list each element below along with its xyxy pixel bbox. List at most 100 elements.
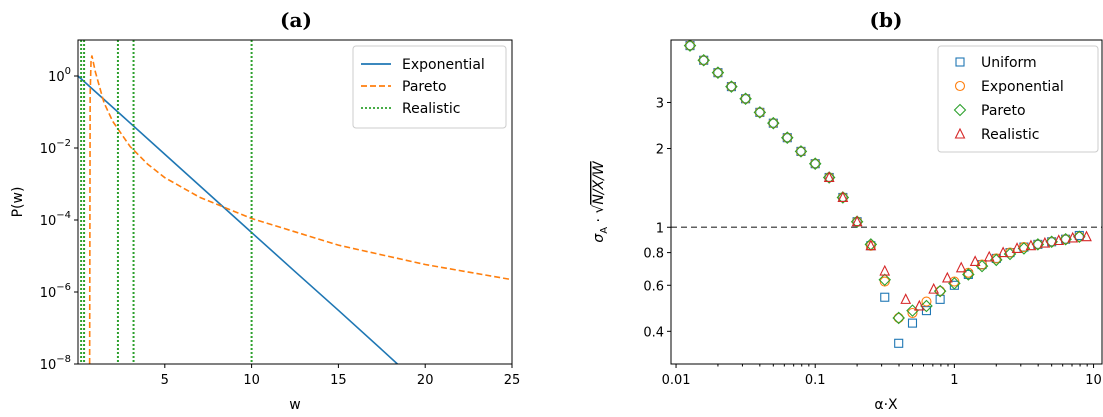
pareto-point xyxy=(739,92,752,106)
realistic-point xyxy=(1011,242,1023,253)
realistic-point xyxy=(851,215,863,227)
panel-a-title: (a) xyxy=(280,8,312,32)
panel-a-y-tick-label: 10−8 xyxy=(40,354,71,373)
panel-b-y-tick-label: 0.4 xyxy=(643,325,664,340)
pareto-point xyxy=(1045,235,1058,249)
exponential-point xyxy=(698,55,709,66)
uniform-point xyxy=(894,338,904,348)
panel-a-x-tick-label: 25 xyxy=(504,373,521,388)
realistic-point xyxy=(823,171,835,183)
legend-label-exponential: Exponential xyxy=(402,57,485,73)
legend-marker-uniform xyxy=(955,57,965,67)
pareto-point xyxy=(794,145,808,158)
legend-label-realistic: Realistic xyxy=(981,127,1039,143)
panel-a-x-tick-label: 15 xyxy=(330,373,347,388)
realistic-point xyxy=(1039,236,1051,248)
exponential-point xyxy=(879,276,890,287)
panel-b-plot-area xyxy=(671,40,1102,348)
pareto-point xyxy=(781,131,794,144)
panel-b-x-tick-label: 10 xyxy=(1085,373,1102,388)
panel-a-y-tick-label: 10−2 xyxy=(40,138,71,157)
realistic-point xyxy=(969,255,981,267)
panel-b-legend-box xyxy=(937,45,1099,153)
panel-b-series xyxy=(671,40,1102,348)
realistic-point xyxy=(928,282,940,294)
exponential-point xyxy=(795,146,807,157)
pareto-point xyxy=(920,299,933,313)
pareto-point xyxy=(822,171,836,184)
realistic-point xyxy=(1067,231,1079,243)
realistic-point xyxy=(983,250,995,262)
pareto-point xyxy=(975,259,989,273)
legend-label-realistic: Realistic xyxy=(402,101,460,117)
realistic-point xyxy=(900,293,912,304)
pareto-point xyxy=(697,53,710,67)
pareto-point xyxy=(850,215,864,228)
pareto-point xyxy=(892,311,905,325)
panel-b-title: (b) xyxy=(870,8,903,32)
legend-label-pareto: Pareto xyxy=(981,103,1026,119)
pareto-point xyxy=(725,80,738,93)
panel-a-x-axis-label: w xyxy=(289,397,300,413)
legend-marker-pareto xyxy=(953,103,967,117)
panel-a-y-tick-label: 10−6 xyxy=(40,282,71,301)
exponential-point xyxy=(712,67,723,78)
uniform-point xyxy=(921,306,932,316)
pareto-point xyxy=(1073,230,1086,244)
legend-marker-realistic xyxy=(954,127,966,139)
panel-b-y-tick-label: 2 xyxy=(656,143,664,158)
pareto-point xyxy=(836,191,850,204)
realistic-point xyxy=(837,191,849,203)
panel-a-x-tick-label: 20 xyxy=(417,373,434,388)
panel-a-x-ticks: 5 10 15 20 25 xyxy=(161,364,521,388)
legend-label-exponential: Exponential xyxy=(981,79,1064,95)
pareto-point xyxy=(767,116,780,130)
panel-b-x-tick-label: 0.01 xyxy=(662,373,691,388)
panel-b-y-tick-label: 0.8 xyxy=(643,247,664,262)
panel-a: (a) 5 10 15 20 25 100 10−2 10−4 10−6 10−8 w P(w)… xyxy=(10,8,520,413)
panel-b-y-tick-label: 0.6 xyxy=(643,279,664,294)
legend-marker-exponential xyxy=(954,80,966,92)
exponential-point xyxy=(907,307,918,319)
panel-a-legend: Exponential Pareto Realistic xyxy=(352,45,507,129)
panel-b-x-axis-label: α·X xyxy=(874,397,898,413)
realistic-point xyxy=(879,264,891,276)
pareto-point xyxy=(1059,232,1072,246)
panel-b-y-tick-label: 3 xyxy=(656,96,664,111)
realistic-point xyxy=(997,246,1009,258)
panel-a-x-tick-label: 5 xyxy=(161,373,169,388)
pareto-point xyxy=(711,66,725,79)
realistic-point xyxy=(1081,230,1092,242)
exponential-point xyxy=(824,172,835,183)
panel-a-plot-area xyxy=(78,40,512,364)
exponential-point xyxy=(921,296,932,307)
panel-b-x-ticks: 0.01 0.1 1 10 xyxy=(662,364,1102,388)
panel-a-legend-box xyxy=(352,45,507,129)
panel-b-y-axis-label: σA · √N/X/W xyxy=(591,160,610,242)
exponential-point xyxy=(754,107,765,118)
exponential-point xyxy=(935,286,946,297)
realistic-point xyxy=(913,299,925,311)
exponential-point xyxy=(726,81,737,92)
panel-b-y-ticks: 3 2 1 0.8 0.6 0.4 xyxy=(643,96,671,340)
exponential-point xyxy=(852,216,863,227)
pareto-point xyxy=(683,40,697,52)
panel-a-x-tick-label: 10 xyxy=(243,373,260,388)
realistic-point xyxy=(941,271,953,283)
exponential-point xyxy=(837,192,848,203)
pareto-point xyxy=(878,273,892,287)
legend-label-uniform: Uniform xyxy=(981,55,1037,71)
exponential-point xyxy=(768,118,779,129)
pareto-line xyxy=(88,55,512,364)
pareto-point xyxy=(808,157,822,170)
exponential-point xyxy=(893,312,904,323)
legend-label-pareto: Pareto xyxy=(402,79,447,95)
uniform-point xyxy=(880,292,890,302)
pareto-point xyxy=(962,268,975,281)
exponential-line xyxy=(78,75,398,364)
pareto-point xyxy=(1031,238,1045,251)
panel-b-y-tick-label: 1 xyxy=(656,221,664,236)
panel-b-x-tick-label: 1 xyxy=(950,373,958,388)
pareto-point xyxy=(906,304,919,317)
